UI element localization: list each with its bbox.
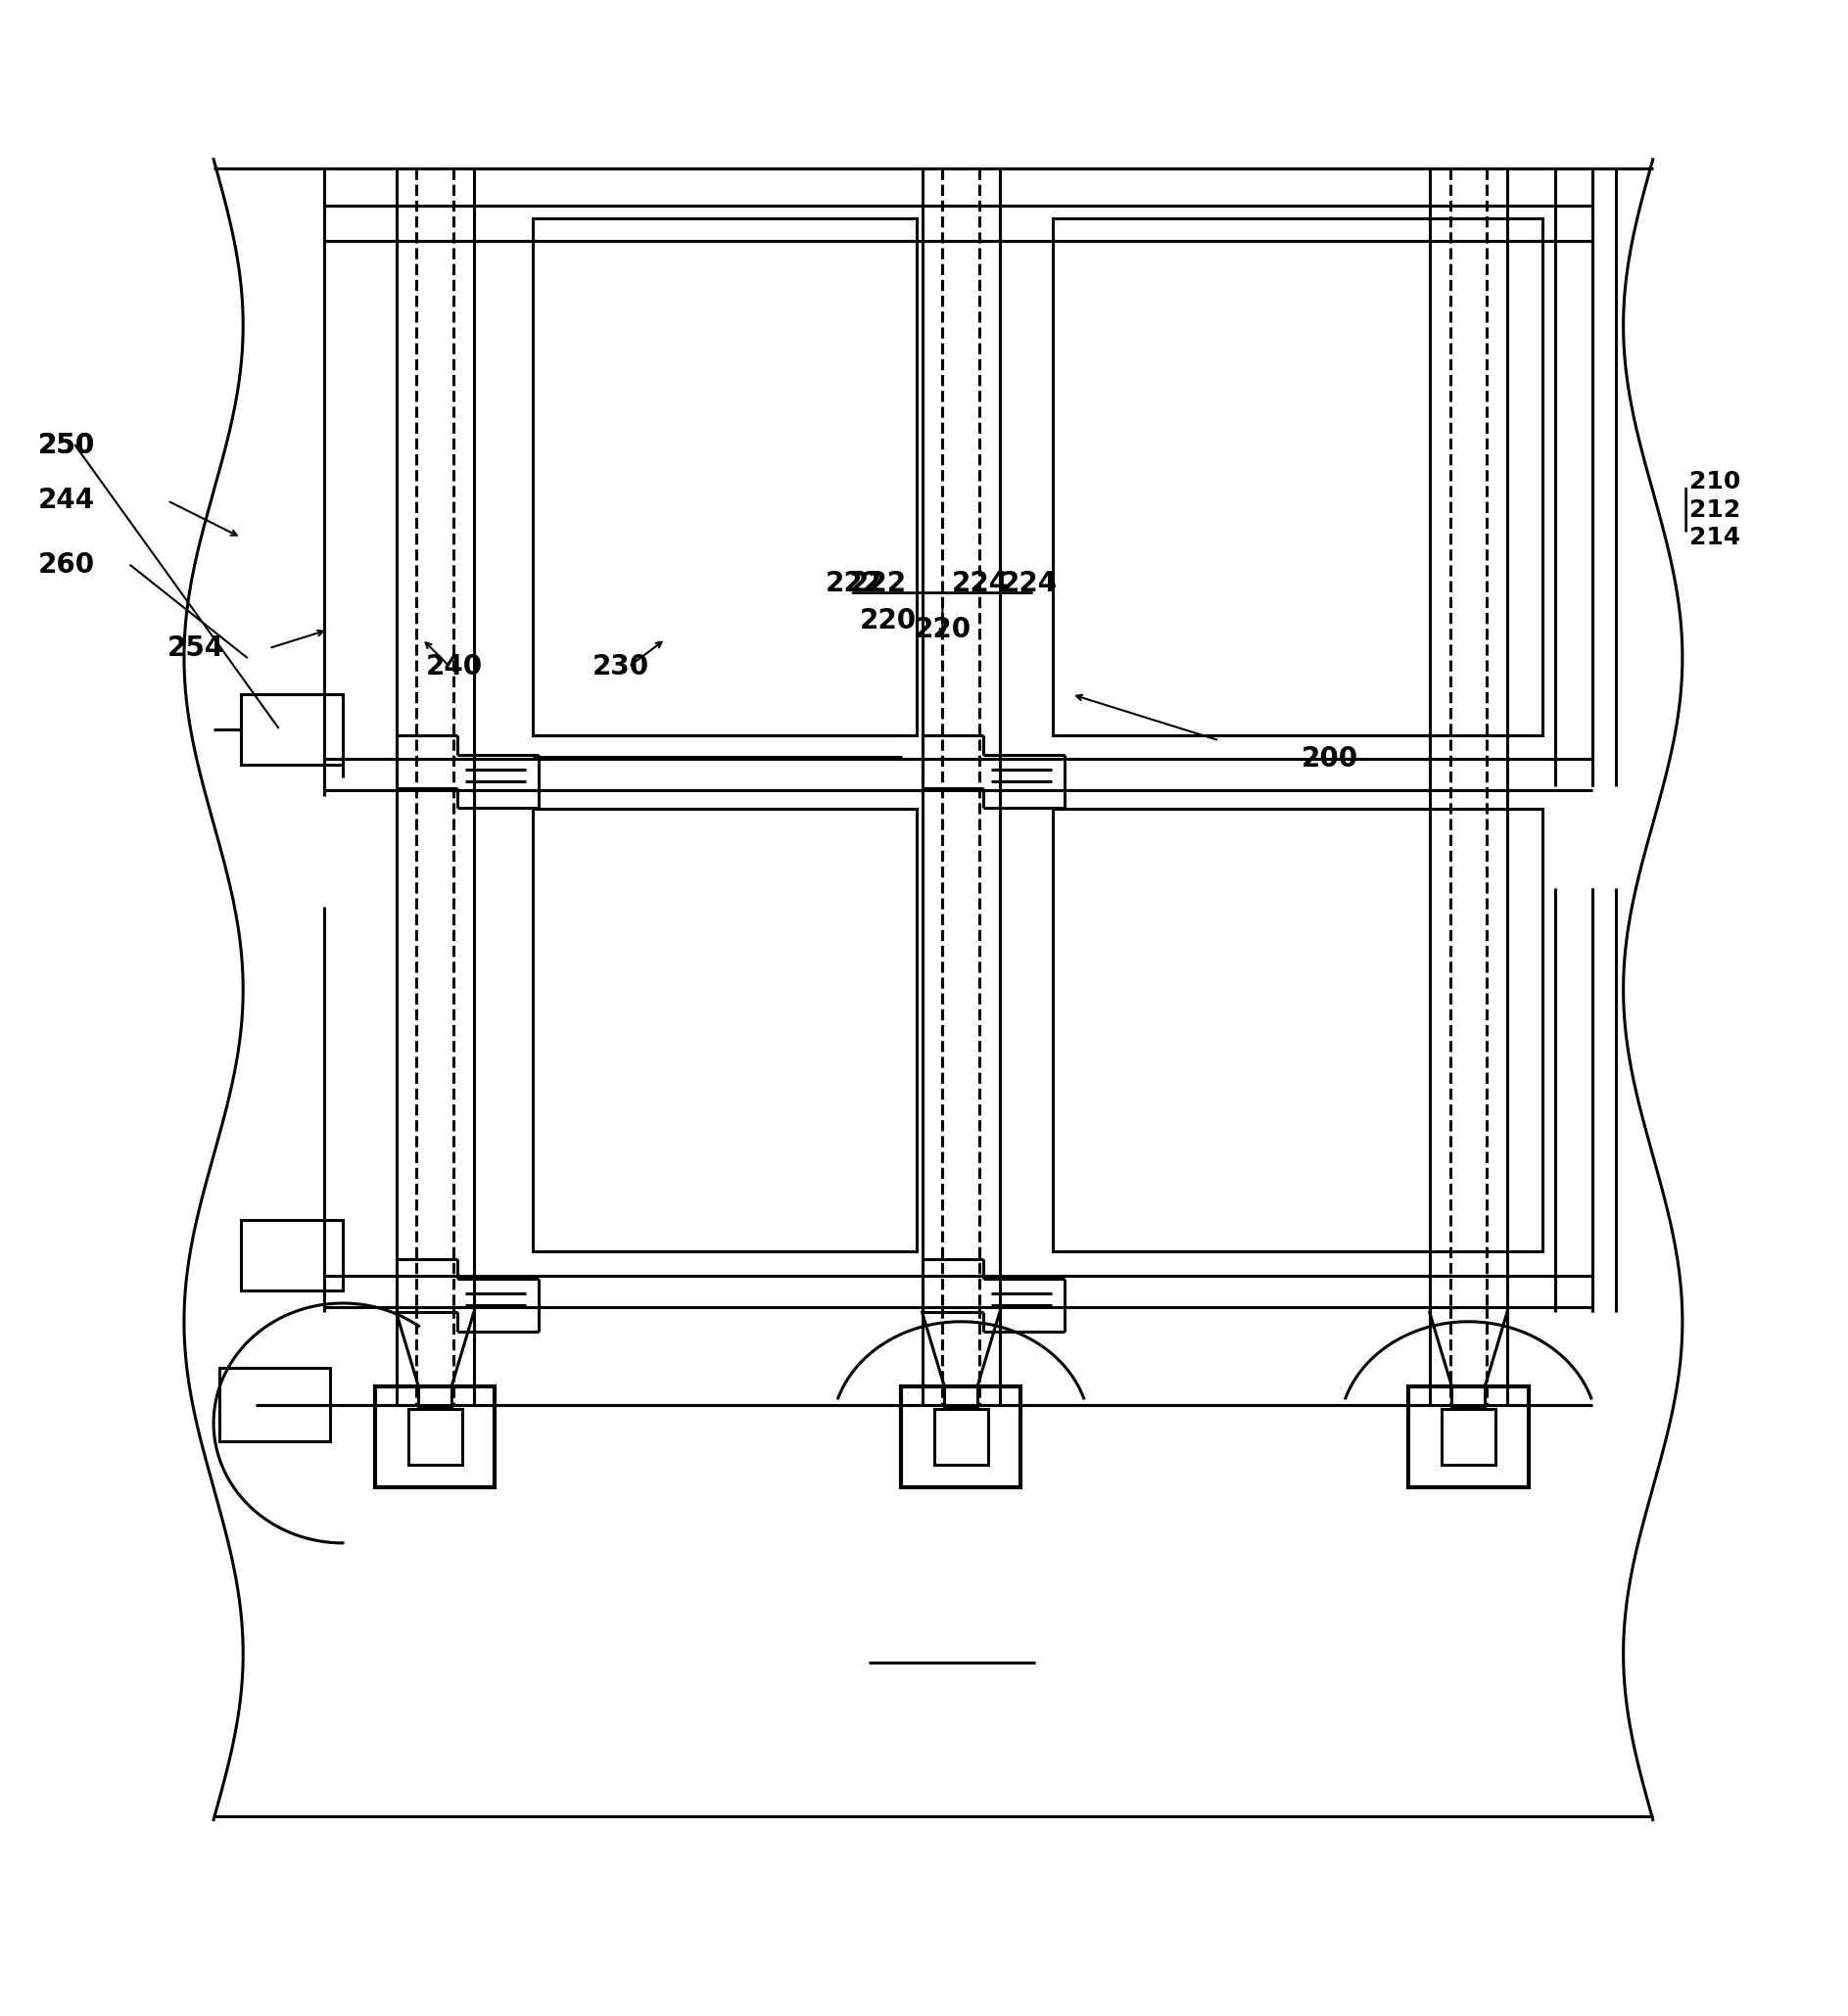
Text: 250: 250 [39, 431, 96, 460]
Text: 244: 244 [39, 488, 96, 514]
Text: 224: 224 [952, 571, 1009, 597]
Text: 220: 220 [915, 617, 970, 643]
Bar [418, 1387, 451, 1409]
Text: 222: 222 [850, 571, 907, 597]
Bar [532, 808, 917, 1252]
Text: 212: 212 [1689, 498, 1741, 522]
Bar [944, 1387, 978, 1409]
Text: 250: 250 [39, 431, 96, 460]
Bar [1053, 808, 1543, 1252]
Bar [242, 694, 342, 764]
Text: 224: 224 [1002, 571, 1057, 597]
Text: 200: 200 [1301, 746, 1358, 772]
Text: 220: 220 [859, 607, 917, 635]
Bar [1408, 1387, 1528, 1488]
Bar [408, 1409, 462, 1466]
Bar [902, 1387, 1020, 1488]
Text: 210: 210 [1689, 470, 1741, 494]
Bar [375, 1387, 495, 1488]
Bar [532, 218, 917, 736]
Text: 230: 230 [591, 653, 649, 681]
Bar [1453, 1387, 1486, 1409]
Bar [1053, 218, 1543, 736]
Text: 254: 254 [168, 635, 224, 661]
Bar [933, 1409, 989, 1466]
Bar [1441, 1409, 1495, 1466]
Text: 260: 260 [39, 552, 96, 579]
Bar [242, 1220, 342, 1290]
Text: 222: 222 [826, 571, 881, 597]
Text: 214: 214 [1689, 526, 1741, 548]
Text: 240: 240 [425, 653, 482, 681]
Bar [220, 1367, 329, 1441]
